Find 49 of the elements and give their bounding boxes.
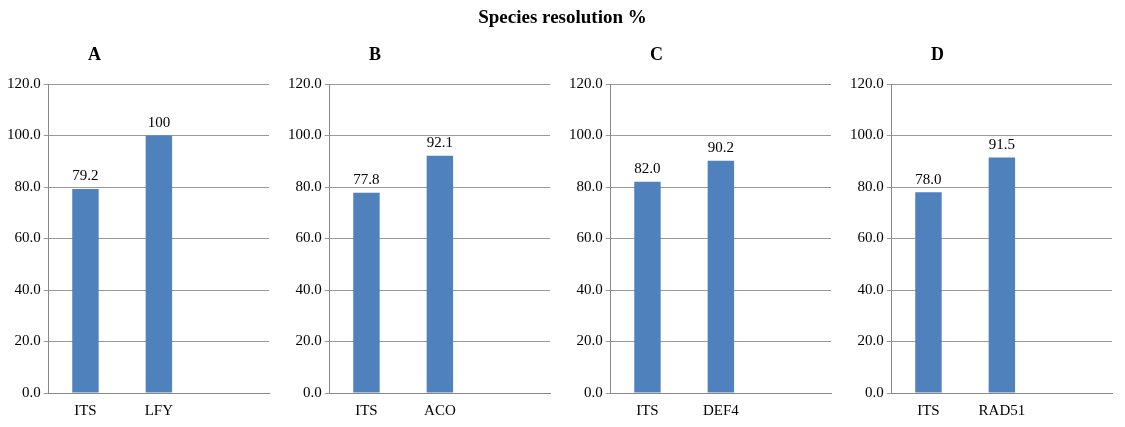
y-tick-label: 100.0 bbox=[288, 126, 322, 143]
chart-title: C bbox=[650, 44, 663, 65]
y-tick-label: 100.0 bbox=[850, 126, 884, 143]
y-tick-label: 80.0 bbox=[14, 177, 41, 194]
x-tick-label: ITS bbox=[355, 401, 378, 418]
y-tick-label: 20.0 bbox=[576, 332, 603, 349]
y-tick-label: 60.0 bbox=[857, 229, 884, 246]
data-label: 82.0 bbox=[634, 160, 661, 177]
y-tick-label: 60.0 bbox=[14, 229, 41, 246]
x-tick-label: DEF4 bbox=[702, 401, 740, 418]
y-tick-label: 120.0 bbox=[7, 74, 41, 91]
y-tick-label: 100.0 bbox=[569, 126, 603, 143]
y-tick-label: 20.0 bbox=[295, 332, 322, 349]
y-tick-label: 60.0 bbox=[295, 229, 322, 246]
data-label: 78.0 bbox=[915, 170, 942, 187]
y-tick-label: 40.0 bbox=[14, 280, 41, 297]
y-tick-label: 0.0 bbox=[303, 383, 322, 400]
x-tick-label: ITS bbox=[917, 401, 940, 418]
data-label: 92.1 bbox=[426, 134, 453, 151]
x-tick-label: RAD51 bbox=[978, 401, 1026, 418]
y-tick-label: 40.0 bbox=[295, 280, 322, 297]
y-tick-label: 40.0 bbox=[857, 280, 884, 297]
y-tick-label: 100.0 bbox=[7, 126, 41, 143]
y-tick-label: 20.0 bbox=[857, 332, 884, 349]
x-tick-label: ITS bbox=[74, 401, 97, 418]
data-label: 91.5 bbox=[988, 135, 1015, 152]
y-tick-label: 20.0 bbox=[14, 332, 41, 349]
x-tick-label: ITS bbox=[636, 401, 659, 418]
y-tick-label: 120.0 bbox=[288, 74, 322, 91]
y-tick-label: 80.0 bbox=[576, 177, 603, 194]
chart-title: A bbox=[88, 44, 101, 65]
chart-title: D bbox=[931, 44, 944, 65]
y-tick-label: 80.0 bbox=[857, 177, 884, 194]
x-tick-label: LFY bbox=[144, 401, 174, 418]
y-tick-label: 0.0 bbox=[22, 383, 41, 400]
y-tick-label: 60.0 bbox=[576, 229, 603, 246]
data-label: 77.8 bbox=[353, 171, 380, 188]
text: Species resolution % bbox=[477, 5, 648, 29]
y-tick-label: 0.0 bbox=[865, 383, 884, 400]
y-tick-label: 40.0 bbox=[576, 280, 603, 297]
y-tick-label: 120.0 bbox=[850, 74, 884, 91]
y-tick-label: 0.0 bbox=[584, 383, 603, 400]
x-tick-label: ACO bbox=[424, 401, 456, 418]
chart-title: B bbox=[369, 44, 382, 65]
y-tick-label: 120.0 bbox=[569, 74, 603, 91]
y-tick-label: 80.0 bbox=[295, 177, 322, 194]
data-label: 100 bbox=[147, 113, 171, 130]
data-label: 79.2 bbox=[72, 167, 99, 184]
data-label: 90.2 bbox=[707, 139, 734, 156]
